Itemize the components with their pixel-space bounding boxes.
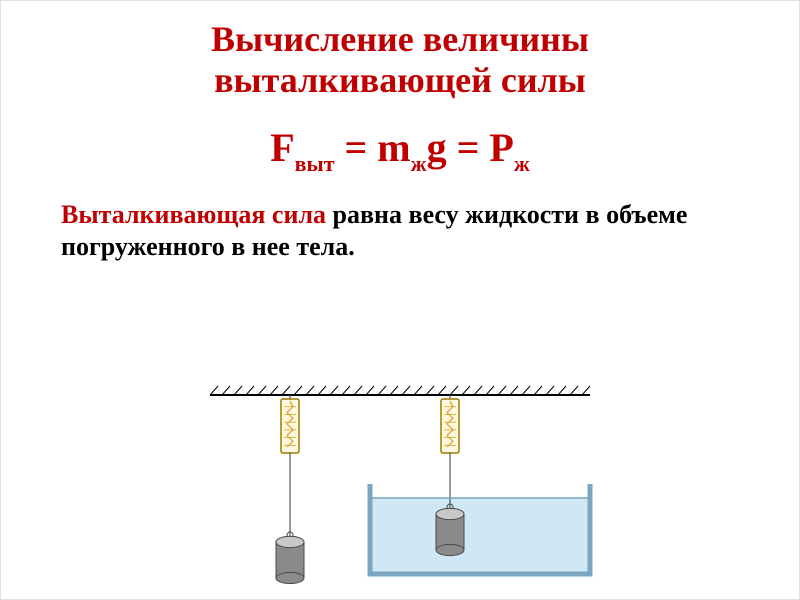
title-line-1: Вычисление величины [1, 19, 799, 60]
formula-F-sub: выт [295, 151, 335, 176]
buoyancy-diagram [140, 374, 660, 584]
formula: Fвыт = mжg = Pж [1, 124, 799, 171]
title-line-2: выталкивающей силы [1, 60, 799, 101]
formula-F: F [270, 125, 294, 170]
formula-g: g = P [427, 125, 514, 170]
formula-eq1: = m [335, 125, 411, 170]
diagram-container [1, 374, 799, 584]
formula-P-sub: ж [514, 151, 530, 176]
body-text: Выталкивающая сила равна весу жидкости в… [61, 199, 739, 264]
body-lead: Выталкивающая сила [61, 200, 326, 229]
formula-m-sub: ж [411, 151, 427, 176]
slide-title: Вычисление величины выталкивающей силы [1, 19, 799, 102]
